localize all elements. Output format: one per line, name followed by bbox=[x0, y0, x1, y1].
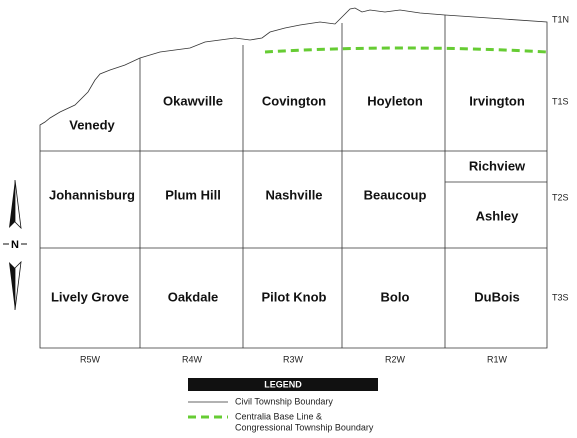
township-label: Lively Grove bbox=[51, 289, 129, 304]
tier-label: T1N bbox=[552, 14, 569, 24]
range-label: R3W bbox=[283, 354, 304, 364]
legend-bar bbox=[188, 378, 378, 391]
township-label: Bolo bbox=[381, 289, 410, 304]
township-label: Venedy bbox=[69, 117, 115, 132]
tier-label: T3S bbox=[552, 292, 569, 302]
township-label: Oakdale bbox=[168, 289, 219, 304]
legend-text: Congressional Township Boundary bbox=[235, 422, 374, 432]
township-label: Johannisburg bbox=[49, 187, 135, 202]
township-label: Irvington bbox=[469, 93, 525, 108]
range-label: R2W bbox=[385, 354, 406, 364]
boundaries bbox=[39, 7, 548, 349]
township-label: Beaucoup bbox=[364, 187, 427, 202]
township-label: Richview bbox=[469, 158, 526, 173]
township-label: Pilot Knob bbox=[262, 289, 327, 304]
township-label: Hoyleton bbox=[367, 93, 423, 108]
north-arrow bbox=[3, 179, 27, 311]
township-label: Nashville bbox=[265, 187, 322, 202]
township-label: Okawville bbox=[163, 93, 223, 108]
township-label: Plum Hill bbox=[165, 187, 221, 202]
legend-text: Centralia Base Line & bbox=[235, 411, 322, 421]
range-label: R4W bbox=[182, 354, 203, 364]
range-label: R1W bbox=[487, 354, 508, 364]
north-boundary bbox=[39, 7, 548, 349]
north-label: N bbox=[11, 239, 19, 251]
township-label: Covington bbox=[262, 93, 326, 108]
range-label: R5W bbox=[80, 354, 101, 364]
base-line bbox=[264, 46, 548, 54]
legend-title: LEGEND bbox=[264, 379, 302, 389]
township-label: Ashley bbox=[476, 208, 519, 223]
tier-label: T2S bbox=[552, 192, 569, 202]
north-bg bbox=[9, 237, 21, 251]
legend-text: Civil Township Boundary bbox=[235, 396, 333, 406]
tier-label: T1S bbox=[552, 96, 569, 106]
township-label: DuBois bbox=[474, 289, 520, 304]
